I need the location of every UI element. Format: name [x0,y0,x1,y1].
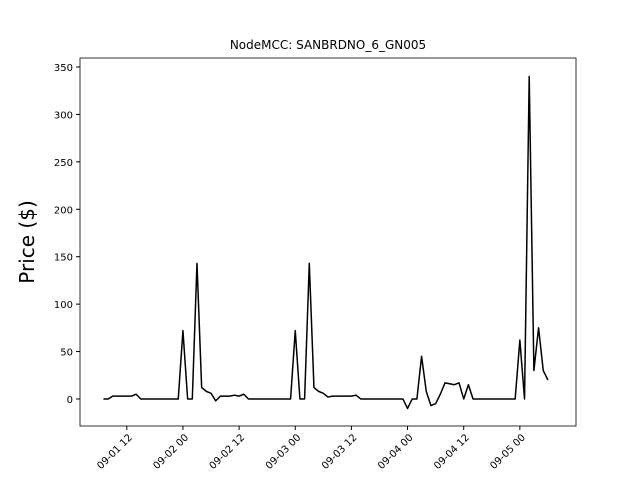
plot-frame [79,57,577,427]
x-tick-label: 09-03 00 [264,432,304,472]
chart-title: NodeMCC: SANBRDNO_6_GN005 [230,38,426,52]
y-tick-label: 50 [60,348,73,359]
y-tick-label: 250 [54,158,73,169]
y-tick-label: 350 [54,63,73,74]
x-tick-label: 09-02 12 [208,432,248,472]
x-tick-label: 09-04 00 [376,432,416,472]
x-tick-label: 09-04 12 [432,432,472,472]
x-tick-label: 09-01 12 [95,432,135,472]
y-tick-label: 150 [54,253,73,264]
x-tick-label: 09-03 12 [320,432,360,472]
price-line [103,75,549,410]
x-tick-label: 09-02 00 [151,432,191,472]
y-axis-label: Price ($) [15,200,39,283]
y-tick-label: 200 [54,205,73,216]
y-tick-label: 100 [54,300,73,311]
x-tick-label: 09-05 00 [488,432,528,472]
y-tick-label: 0 [67,395,73,406]
y-tick-label: 300 [54,110,73,121]
